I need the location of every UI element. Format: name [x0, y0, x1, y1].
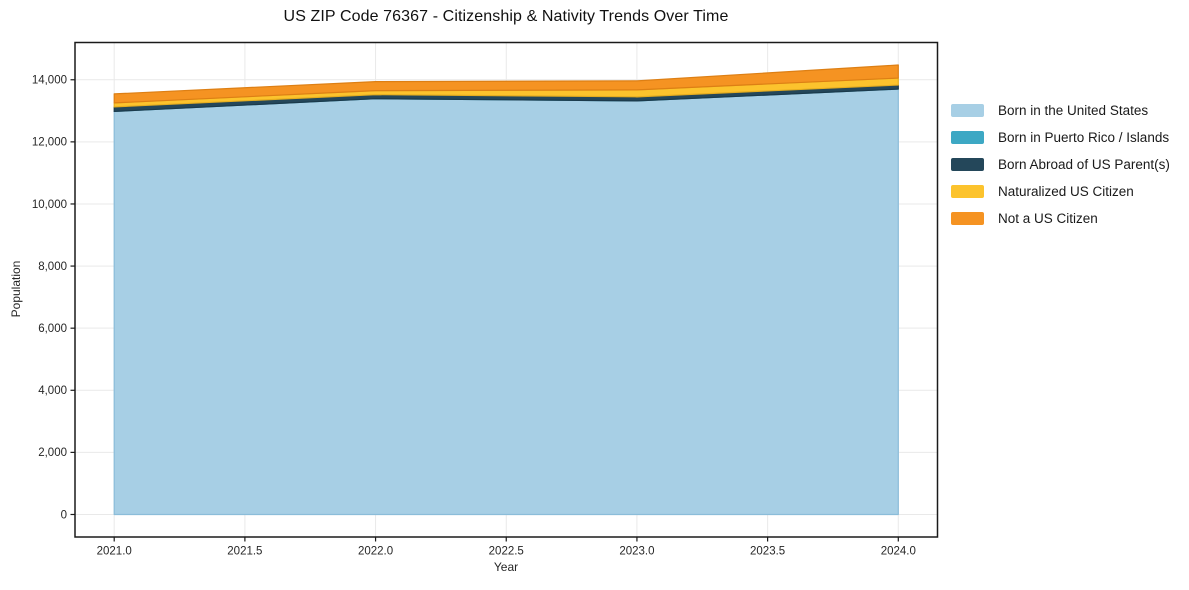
legend-item-not-a-us-citizen: Not a US Citizen — [951, 209, 1170, 227]
x-tick-label: 2021.5 — [227, 546, 262, 558]
x-tick-label: 2023.0 — [619, 546, 654, 558]
legend-item-naturalized-us-citizen: Naturalized US Citizen — [951, 182, 1170, 200]
y-axis-label: Population — [9, 260, 23, 318]
x-tick-label: 2022.5 — [489, 546, 524, 558]
x-tick-label: 2024.0 — [881, 546, 916, 558]
legend-swatch-born-abroad-of-us-parent-s — [951, 157, 984, 171]
legend-label: Not a US Citizen — [998, 210, 1098, 226]
legend-swatch-naturalized-us-citizen — [951, 184, 984, 198]
legend-label: Naturalized US Citizen — [998, 183, 1134, 199]
legend-label: Born in Puerto Rico / Islands — [998, 129, 1170, 145]
x-tick-label: 2021.0 — [97, 546, 132, 558]
chart-title: US ZIP Code 76367 - Citizenship & Nativi… — [283, 8, 729, 25]
y-tick-label: 4,000 — [38, 385, 67, 397]
area-series-born-in-the-united-states — [113, 88, 899, 516]
area-series-not-a-us-citizen — [113, 64, 899, 104]
legend-swatch-born-in-puerto-rico-islands — [951, 130, 984, 144]
y-tick-label: 0 — [61, 509, 67, 521]
legend-item-born-in-the-united-states: Born in the United States — [951, 101, 1170, 119]
y-tick-label: 14,000 — [32, 75, 67, 87]
x-tick-label: 2023.5 — [750, 546, 785, 558]
x-tick-label: 2022.0 — [358, 546, 393, 558]
legend-swatch-not-a-us-citizen — [951, 211, 984, 225]
y-tick-label: 2,000 — [38, 447, 67, 459]
legend-item-born-in-puerto-rico-islands: Born in Puerto Rico / Islands — [951, 128, 1170, 146]
legend-label: Born Abroad of US Parent(s) — [998, 156, 1170, 172]
legend: Born in the United States Born in Puerto … — [951, 101, 1170, 227]
y-tick-label: 12,000 — [32, 137, 67, 149]
y-tick-label: 6,000 — [38, 323, 67, 335]
legend-label: Born in the United States — [998, 102, 1149, 118]
legend-item-born-abroad-of-us-parent-s: Born Abroad of US Parent(s) — [951, 155, 1170, 173]
x-axis-label: Year — [493, 560, 519, 574]
y-tick-label: 10,000 — [32, 199, 67, 211]
y-tick-label: 8,000 — [38, 261, 67, 273]
legend-swatch-born-in-the-united-states — [951, 103, 984, 117]
